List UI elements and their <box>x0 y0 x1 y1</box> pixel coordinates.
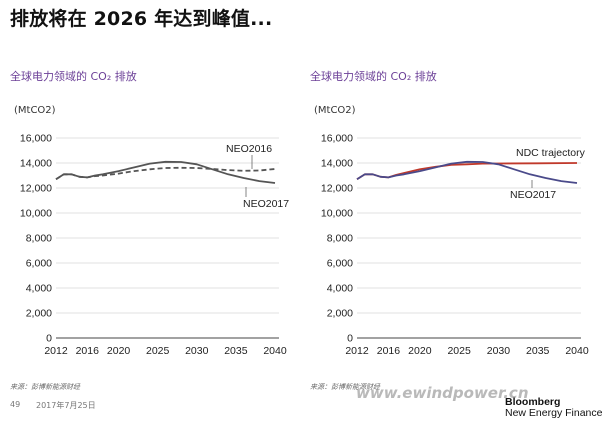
x-tick-label: 2025 <box>146 345 170 357</box>
x-tick-label: 2016 <box>377 345 401 357</box>
y-tick-label: 4,000 <box>26 283 52 295</box>
x-tick-label: 2035 <box>526 345 550 357</box>
y-tick-label: 10,000 <box>321 208 353 220</box>
y-tick-label: 12,000 <box>20 183 52 195</box>
x-tick-label: 2035 <box>224 345 248 357</box>
logo-line-1: Bloomberg <box>505 396 561 408</box>
y-tick-label: 16,000 <box>20 133 52 145</box>
x-tick-label: 2012 <box>345 345 369 357</box>
y-tick-label: 2,000 <box>327 308 353 320</box>
series-label: NEO2017 <box>510 189 556 201</box>
bnef-logo: Bloomberg New Energy Finance <box>505 397 602 419</box>
x-tick-label: 2016 <box>76 345 100 357</box>
x-tick-label: 2030 <box>185 345 209 357</box>
y-tick-label: 4,000 <box>327 283 353 295</box>
chart-right-unit: (MtCO2) <box>314 105 356 116</box>
y-tick-label: 6,000 <box>327 258 353 270</box>
y-tick-label: 0 <box>46 333 52 345</box>
logo-line-2: New Energy Finance <box>505 407 603 419</box>
x-tick-label: 2040 <box>565 345 589 357</box>
page-number: 49 <box>10 400 21 409</box>
x-tick-label: 2025 <box>447 345 471 357</box>
series-line-neo2017 <box>55 160 276 184</box>
slide-date: 2017年7月25日 <box>36 401 96 410</box>
watermark: www.ewindpower.cn <box>356 384 529 402</box>
chart-right: 0 2,000 4,000 6,000 8,000 10,000 12,000 14,000 1… <box>321 133 589 358</box>
y-tick-label: 6,000 <box>26 258 52 270</box>
page-title: 排放将在 2026 年达到峰值... <box>10 8 273 30</box>
series-line-neo2017 <box>356 160 578 184</box>
y-tick-label: 0 <box>347 333 353 345</box>
chart-right-title: 全球电力领域的 CO₂ 排放 <box>310 70 437 83</box>
series-line-neo2016 <box>55 166 276 181</box>
series-label: NDC trajectory <box>516 147 586 159</box>
series-label: NEO2017 <box>243 198 289 210</box>
y-tick-label: 8,000 <box>327 233 353 245</box>
y-tick-label: 14,000 <box>20 158 52 170</box>
source-note-right: 来源：彭博新能源财经 <box>310 383 380 391</box>
y-tick-label: 16,000 <box>321 133 353 145</box>
series-label: NEO2016 <box>226 143 272 155</box>
x-tick-label: 2040 <box>263 345 287 357</box>
y-tick-label: 10,000 <box>20 208 52 220</box>
x-tick-label: 2020 <box>107 345 131 357</box>
chart-left: 0 2,000 4,000 6,000 8,000 10,000 12,000 14,000 1… <box>20 133 289 358</box>
y-tick-label: 2,000 <box>26 308 52 320</box>
chart-left-title: 全球电力领域的 CO₂ 排放 <box>10 70 137 83</box>
x-tick-label: 2020 <box>408 345 432 357</box>
x-tick-label: 2012 <box>44 345 68 357</box>
y-tick-label: 8,000 <box>26 233 52 245</box>
y-tick-label: 12,000 <box>321 183 353 195</box>
source-note-left: 来源：彭博新能源财经 <box>10 383 80 391</box>
y-tick-label: 14,000 <box>321 158 353 170</box>
chart-left-unit: (MtCO2) <box>14 105 56 116</box>
x-tick-label: 2030 <box>487 345 511 357</box>
